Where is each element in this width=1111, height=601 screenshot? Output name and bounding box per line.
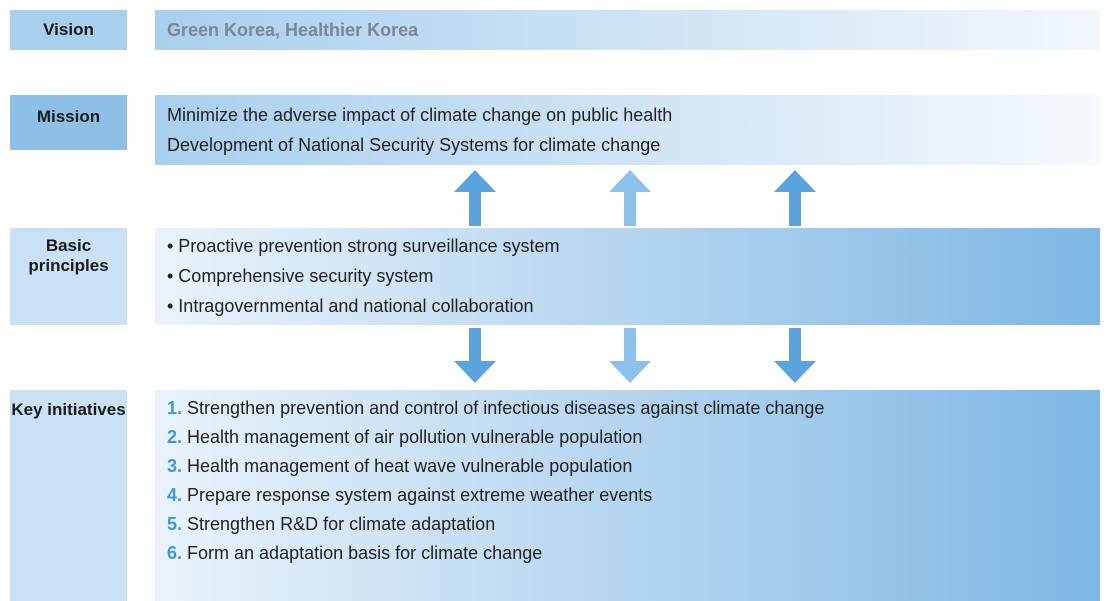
mission-line: Minimize the adverse impact of climate c… <box>167 105 673 125</box>
initiative-text: Health management of air pollution vulne… <box>187 427 643 447</box>
up-arrows <box>454 170 816 226</box>
initiative-item: 2. Health management of air pollution vu… <box>167 423 1100 452</box>
initiative-number: 4. <box>167 485 183 505</box>
initiatives-label: Key initiatives <box>10 390 127 601</box>
arrow-down <box>609 328 651 383</box>
principles-label: Basic principles <box>10 228 127 325</box>
initiative-number: 6. <box>167 543 183 563</box>
initiative-item: 3. Health management of heat wave vulner… <box>167 452 1100 481</box>
initiative-item: 1. Strengthen prevention and control of … <box>167 394 1100 423</box>
vision-label: Vision <box>10 10 127 50</box>
mission-label: Mission <box>10 95 127 150</box>
initiative-number: 3. <box>167 456 183 476</box>
arrow-up <box>454 170 496 226</box>
arrow-up <box>774 170 816 226</box>
initiative-text: Strengthen prevention and control of inf… <box>187 398 825 418</box>
vision-box: Green Korea, Healthier Korea <box>155 10 1100 50</box>
arrow-down <box>454 328 496 383</box>
initiative-text: Form an adaptation basis for climate cha… <box>187 543 543 563</box>
initiatives-box: 1. Strengthen prevention and control of … <box>155 390 1100 601</box>
initiative-number: 1. <box>167 398 183 418</box>
mission-box: Minimize the adverse impact of climate c… <box>155 95 1100 165</box>
initiative-number: 2. <box>167 427 183 447</box>
principles-box: • Proactive prevention strong surveillan… <box>155 228 1100 325</box>
initiative-item: 4. Prepare response system against extre… <box>167 481 1100 510</box>
initiative-text: Health management of heat wave vulnerabl… <box>187 456 633 476</box>
initiative-item: 6. Form an adaptation basis for climate … <box>167 539 1100 568</box>
mission-line: Development of National Security Systems… <box>167 135 661 155</box>
principle-item: • Intragovernmental and national collabo… <box>167 296 534 316</box>
initiative-number: 5. <box>167 514 183 534</box>
initiative-item: 5. Strengthen R&D for climate adaptation <box>167 510 1100 539</box>
principle-item: • Proactive prevention strong surveillan… <box>167 236 560 256</box>
initiative-text: Strengthen R&D for climate adaptation <box>187 514 496 534</box>
arrow-down <box>774 328 816 383</box>
arrow-up <box>609 170 651 226</box>
principle-item: • Comprehensive security system <box>167 266 434 286</box>
vision-text: Green Korea, Healthier Korea <box>167 20 419 40</box>
down-arrows <box>454 328 816 383</box>
initiative-text: Prepare response system against extreme … <box>187 485 653 505</box>
